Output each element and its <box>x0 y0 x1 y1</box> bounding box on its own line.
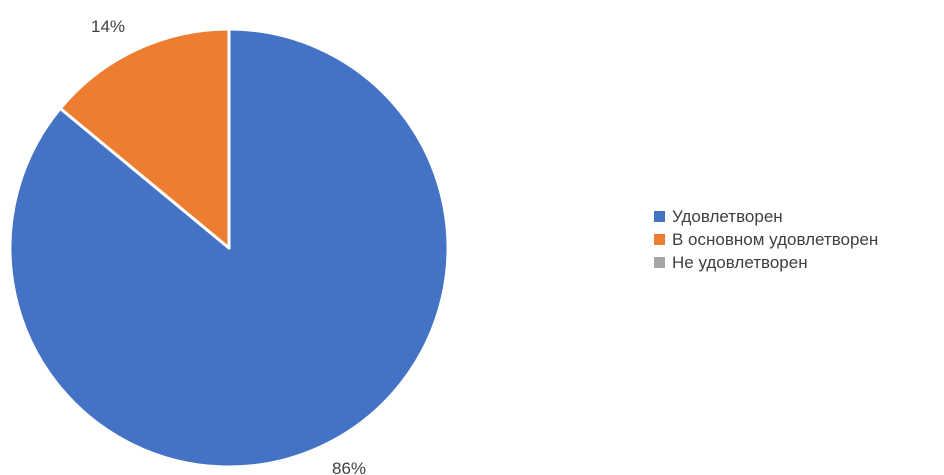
legend-swatch-mostly-satisfied <box>654 234 665 245</box>
legend-swatch-satisfied <box>654 211 665 222</box>
legend-item-satisfied: Удовлетворен <box>654 205 878 228</box>
legend-swatch-not-satisfied <box>654 257 665 268</box>
legend-item-mostly-satisfied: В основном удовлетворен <box>654 228 878 251</box>
legend-label-not-satisfied: Не удовлетворен <box>672 252 808 272</box>
data-label-mostly-satisfied: 14% <box>91 17 125 36</box>
legend-label-satisfied: Удовлетворен <box>672 206 783 226</box>
legend-label-mostly-satisfied: В основном удовлетворен <box>672 229 879 249</box>
pie-slice-mostly-satisfied <box>58 27 231 250</box>
legend-item-not-satisfied: Не удовлетворен <box>654 251 878 274</box>
chart-legend: Удовлетворен В основном удовлетворен Не … <box>654 205 878 274</box>
data-label-satisfied: 86% <box>332 459 366 475</box>
